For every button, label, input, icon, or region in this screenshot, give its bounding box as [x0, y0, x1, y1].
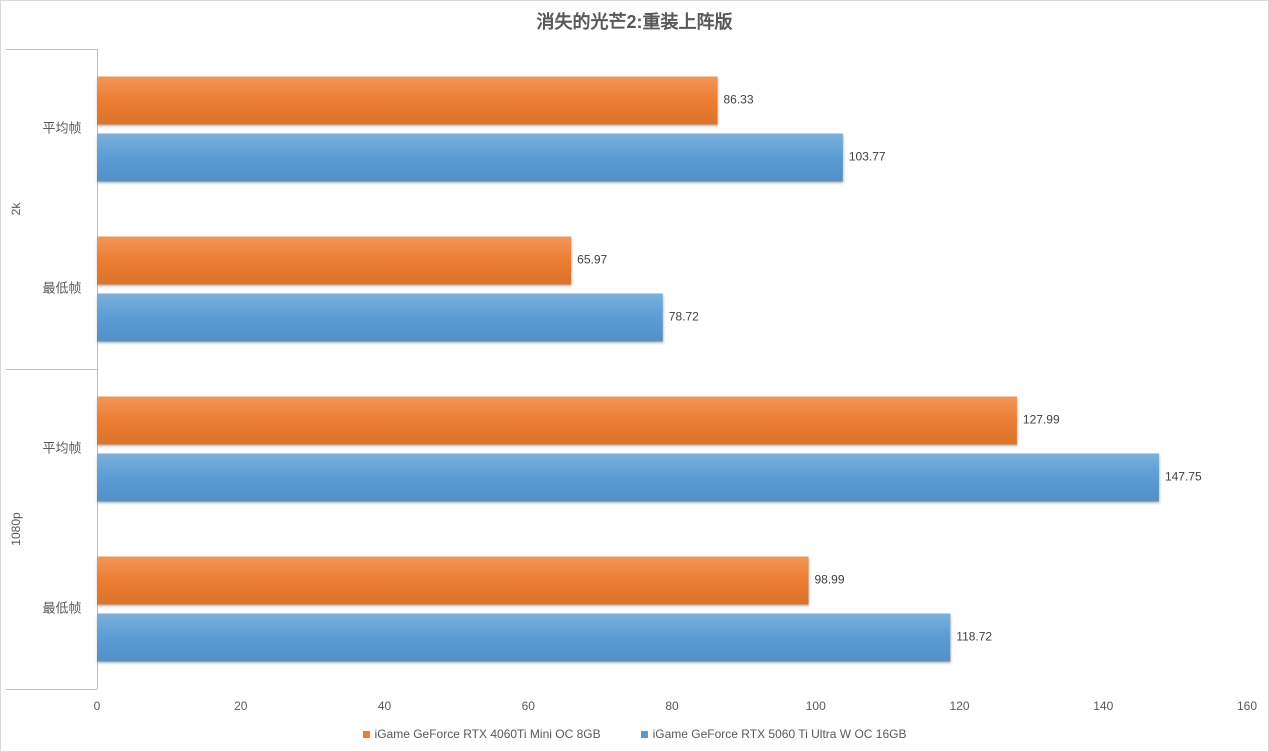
legend: iGame GeForce RTX 4060Ti Mini OC 8GB iGa… [1, 725, 1268, 743]
category-label-3: 平均帧 [42, 440, 81, 455]
x-tick-label-9: 160 [1237, 699, 1257, 713]
bars: 86.33 65.97 127.99 98.99 103.77 78.72 147.75 11… [97, 76, 1202, 662]
legend-label-series-2: iGame GeForce RTX 5060 Ti Ultra W OC 16G… [652, 727, 907, 741]
data-label-cat2-series1: 65.97 [577, 253, 607, 267]
bar-cat3-series2 [97, 453, 1159, 502]
bar-cat1-series2 [97, 133, 843, 182]
x-tick-label-5: 80 [665, 699, 679, 713]
bar-cat4-series1 [97, 556, 809, 605]
bar-cat1-series1 [97, 76, 718, 125]
category-label-2: 最低帧 [42, 280, 81, 295]
x-tick-label-7: 120 [949, 699, 969, 713]
bar-cat2-series1 [97, 236, 572, 285]
data-label-cat3-series2: 147.75 [1165, 470, 1202, 484]
bar-cat3-series1 [97, 396, 1017, 445]
x-tick-label-6: 100 [806, 699, 826, 713]
group-label-2: 1080p [9, 512, 23, 546]
category-label-1: 平均帧 [42, 120, 81, 135]
data-label-cat1-series2: 103.77 [849, 150, 886, 164]
data-label-cat3-series1: 127.99 [1023, 413, 1060, 427]
group-label-1: 2k [9, 202, 23, 216]
chart-title: 消失的光芒2:重装上阵版 [536, 12, 733, 32]
legend-swatch-series-2 [640, 730, 648, 738]
value-axis: 0 20 40 60 80 100 120 140 160 [94, 699, 1258, 713]
x-tick-label-1: 0 [94, 699, 101, 713]
data-label-cat1-series1: 86.33 [723, 93, 753, 107]
data-label-cat4-series2: 118.72 [956, 630, 992, 644]
legend-swatch-series-1 [362, 730, 370, 738]
bar-cat4-series2 [97, 613, 951, 662]
legend-label-series-1: iGame GeForce RTX 4060Ti Mini OC 8GB [374, 727, 601, 741]
data-label-cat4-series1: 98.99 [814, 573, 844, 587]
x-tick-label-3: 40 [378, 699, 392, 713]
data-label-cat2-series2: 78.72 [669, 310, 699, 324]
x-tick-label-2: 20 [234, 699, 248, 713]
legend-item-series-2: iGame GeForce RTX 5060 Ti Ultra W OC 16G… [640, 727, 907, 741]
category-label-4: 最低帧 [42, 600, 81, 615]
bar-cat2-series2 [97, 293, 663, 342]
x-tick-label-8: 140 [1093, 699, 1113, 713]
x-tick-label-4: 60 [522, 699, 536, 713]
legend-item-series-1: iGame GeForce RTX 4060Ti Mini OC 8GB [362, 727, 601, 741]
